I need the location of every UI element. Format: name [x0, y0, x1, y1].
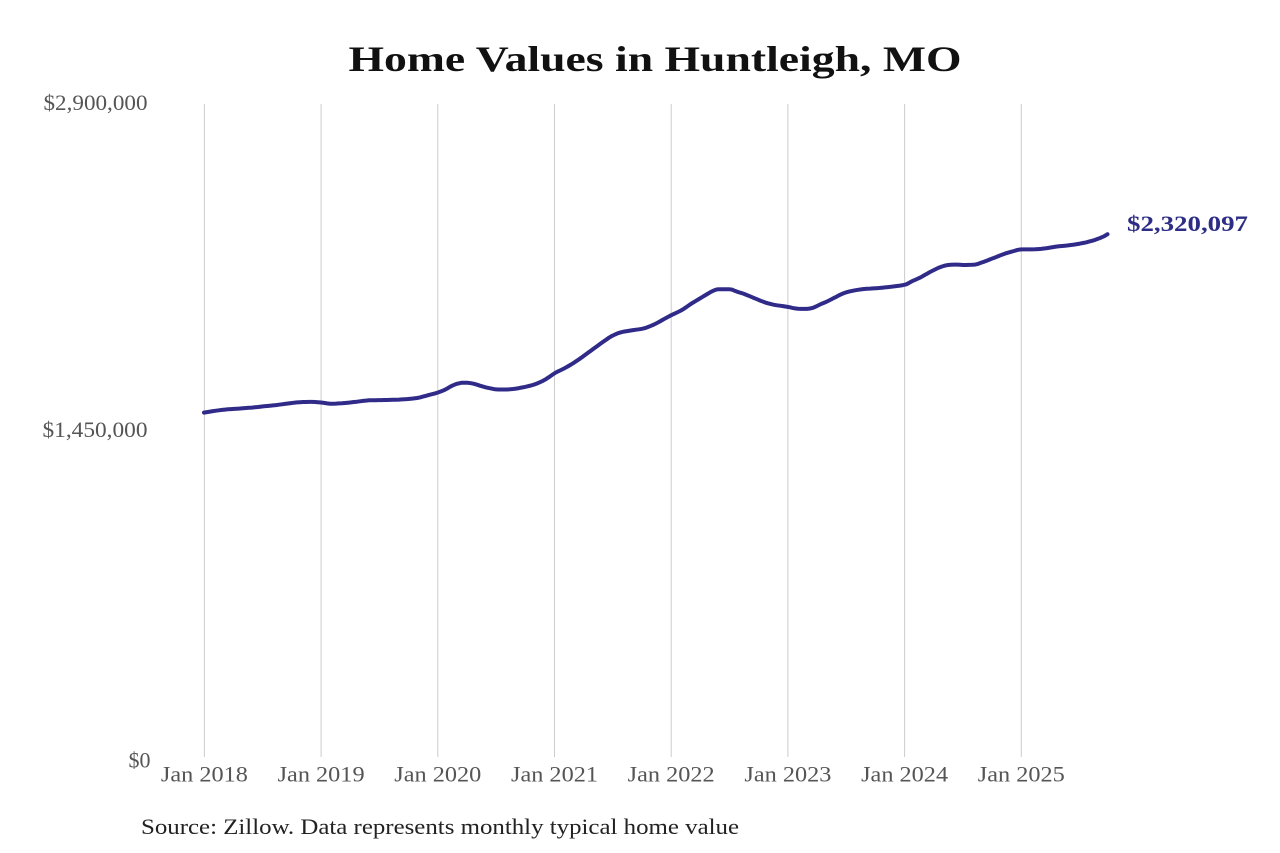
- svg-text:Jan 2024: Jan 2024: [861, 762, 948, 787]
- svg-text:Jan 2025: Jan 2025: [978, 762, 1065, 787]
- svg-text:Source: Zillow. Data represent: Source: Zillow. Data represents monthly …: [141, 814, 739, 839]
- svg-text:$2,320,097: $2,320,097: [1127, 211, 1248, 236]
- svg-text:$0: $0: [129, 748, 151, 773]
- svg-text:Jan 2021: Jan 2021: [511, 762, 598, 787]
- svg-text:Home Values in Huntleigh, MO: Home Values in Huntleigh, MO: [349, 39, 962, 79]
- svg-text:$1,450,000: $1,450,000: [43, 417, 148, 442]
- svg-text:$2,900,000: $2,900,000: [44, 90, 148, 115]
- svg-text:Jan 2020: Jan 2020: [394, 762, 481, 787]
- svg-text:Jan 2022: Jan 2022: [628, 762, 715, 787]
- svg-text:Jan 2023: Jan 2023: [744, 762, 831, 787]
- svg-text:Jan 2019: Jan 2019: [278, 762, 365, 787]
- svg-text:Jan 2018: Jan 2018: [161, 762, 248, 787]
